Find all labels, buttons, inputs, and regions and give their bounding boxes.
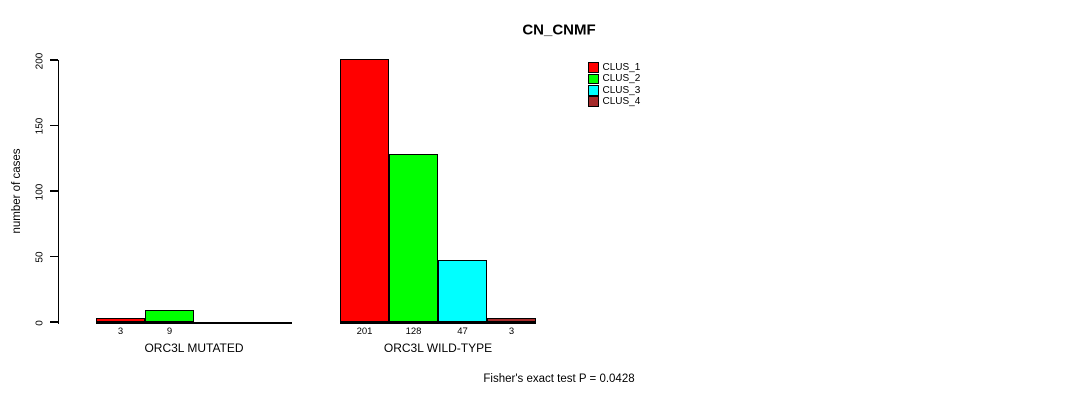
bar — [96, 318, 145, 322]
x-group-label: ORC3L WILD-TYPE — [383, 340, 493, 355]
bar — [340, 59, 389, 322]
y-tick — [49, 190, 58, 192]
y-tick — [49, 321, 58, 323]
bar — [438, 260, 487, 322]
legend-label: CLUS_4 — [602, 96, 641, 108]
y-axis-line — [57, 60, 59, 324]
y-tick-label: 0 — [34, 319, 46, 326]
legend-item: CLUS_2 — [588, 73, 640, 84]
bar — [389, 154, 438, 322]
group-baseline — [340, 322, 536, 324]
legend-swatch — [588, 96, 599, 107]
legend-label: CLUS_2 — [602, 73, 641, 85]
bar-value-label: 47 — [457, 325, 468, 337]
legend-swatch — [588, 62, 599, 73]
legend-label: CLUS_1 — [602, 62, 641, 73]
legend-label: CLUS_3 — [602, 84, 641, 96]
y-tick-label: 50 — [34, 251, 46, 263]
bar-value-label: 128 — [405, 325, 422, 337]
y-tick — [49, 255, 58, 258]
chart-title: CN_CNMF — [522, 21, 596, 39]
y-tick-label: 100 — [34, 183, 46, 201]
group-baseline — [96, 322, 292, 324]
y-tick — [49, 124, 58, 127]
bar-value-label: 9 — [166, 325, 173, 337]
y-axis-title: number of cases — [11, 148, 23, 234]
legend-item: CLUS_1 — [588, 62, 640, 73]
legend-item: CLUS_3 — [588, 85, 640, 96]
bar — [487, 318, 536, 322]
bar — [145, 310, 194, 322]
bar-value-label: 3 — [508, 325, 515, 337]
bar-value-label: 3 — [117, 325, 124, 337]
legend-swatch — [588, 73, 599, 85]
x-group-label: ORC3L MUTATED — [144, 340, 244, 355]
legend-swatch — [588, 85, 599, 96]
y-tick-label: 150 — [34, 117, 46, 135]
legend-item: CLUS_4 — [588, 96, 640, 107]
y-tick — [49, 59, 58, 61]
y-tick-label: 200 — [34, 52, 46, 70]
bar-value-label: 201 — [356, 325, 373, 337]
annotation-text: Fisher's exact test P = 0.0428 — [483, 373, 635, 385]
